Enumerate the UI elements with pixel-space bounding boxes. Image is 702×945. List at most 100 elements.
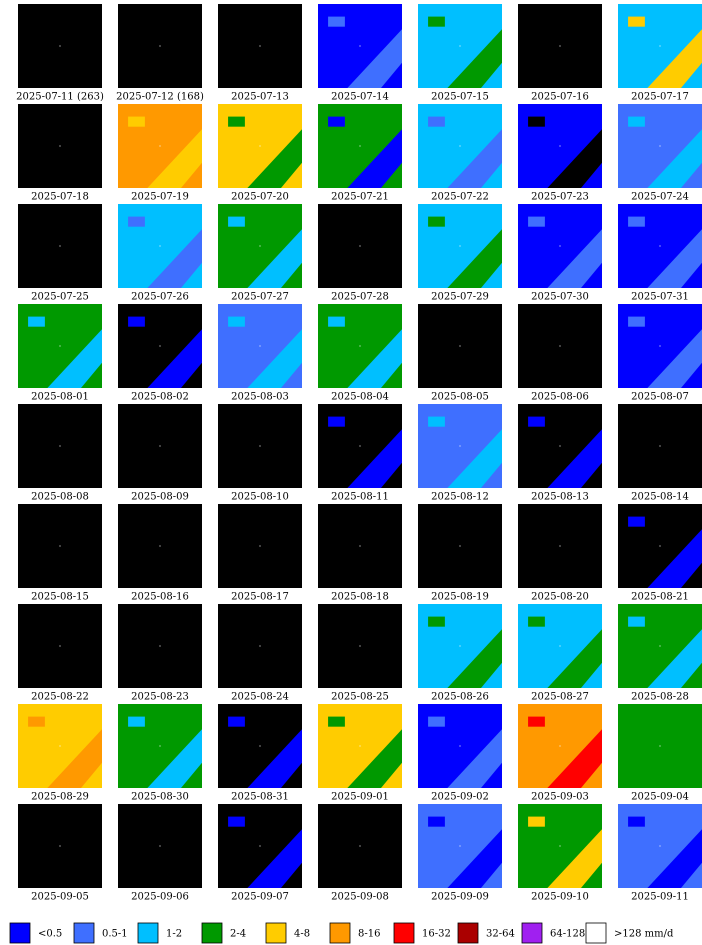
tile-label: 2025-09-06: [131, 892, 189, 903]
center-dot: [59, 845, 61, 847]
legend-label: 16-32: [422, 929, 451, 940]
map-region: [347, 29, 402, 88]
center-dot: [159, 645, 161, 647]
center-dot: [659, 745, 661, 747]
center-dot: [559, 145, 561, 147]
tile-label: 2025-07-30: [531, 292, 589, 303]
tile-label: 2025-07-13: [231, 92, 289, 103]
map-region: [647, 829, 702, 888]
center-dot: [459, 45, 461, 47]
center-dot: [359, 145, 361, 147]
tile-label: 2025-07-16: [531, 92, 589, 103]
map-region: [247, 129, 302, 188]
map-patch: [128, 716, 145, 727]
center-dot: [59, 145, 61, 147]
center-dot: [159, 45, 161, 47]
center-dot: [659, 445, 661, 447]
tile-label: 2025-08-27: [531, 692, 589, 703]
map-patch: [628, 16, 645, 27]
tile-label: 2025-09-04: [631, 792, 689, 803]
map-region: [547, 129, 602, 188]
map-patch: [528, 216, 545, 227]
center-dot: [59, 45, 61, 47]
legend-label: 4-8: [294, 929, 310, 940]
map-region: [147, 129, 202, 188]
map-region: [47, 329, 102, 388]
map-patch: [28, 316, 45, 327]
legend-swatch: [201, 922, 223, 944]
center-dot: [59, 545, 61, 547]
tile-label: 2025-07-14: [331, 92, 389, 103]
map-patch: [128, 216, 145, 227]
legend-label: 32-64: [486, 929, 515, 940]
map-patch: [328, 716, 345, 727]
map-patch: [528, 716, 545, 727]
map-patch: [328, 116, 345, 127]
map-patch: [228, 216, 245, 227]
tile-label: 2025-07-18: [31, 192, 89, 203]
tile-label: 2025-07-11 (263): [16, 92, 104, 103]
center-dot: [259, 745, 261, 747]
legend-label: 8-16: [358, 929, 380, 940]
map-region: [547, 629, 602, 688]
tile-label: 2025-07-28: [331, 292, 389, 303]
map-region: [247, 329, 302, 388]
map-patch: [628, 216, 645, 227]
center-dot: [159, 445, 161, 447]
center-dot: [359, 845, 361, 847]
center-dot: [659, 845, 661, 847]
center-dot: [59, 645, 61, 647]
center-dot: [459, 445, 461, 447]
tile-label: 2025-09-08: [331, 892, 389, 903]
map-region: [47, 729, 102, 788]
center-dot: [459, 745, 461, 747]
tile-label: 2025-08-20: [531, 592, 589, 603]
tile-label: 2025-08-24: [231, 692, 289, 703]
map-patch: [428, 816, 445, 827]
center-dot: [659, 45, 661, 47]
tile-label: 2025-09-01: [331, 792, 389, 803]
map-patch: [528, 616, 545, 627]
map-region: [347, 329, 402, 388]
map-region: [547, 829, 602, 888]
tile-label: 2025-08-01: [31, 392, 89, 403]
tile-label: 2025-08-25: [331, 692, 389, 703]
map-region: [647, 29, 702, 88]
tile-label: 2025-08-18: [331, 592, 389, 603]
tile-label: 2025-08-06: [531, 392, 589, 403]
legend-label: 1-2: [166, 929, 182, 940]
center-dot: [159, 745, 161, 747]
map-patch: [228, 116, 245, 127]
tile-label: 2025-07-17: [631, 92, 689, 103]
tile-label: 2025-08-16: [131, 592, 189, 603]
center-dot: [59, 445, 61, 447]
tile-label: 2025-08-19: [431, 592, 489, 603]
map-patch: [428, 16, 445, 27]
center-dot: [559, 345, 561, 347]
center-dot: [459, 845, 461, 847]
tile-label: 2025-08-04: [331, 392, 389, 403]
tile-label: 2025-08-03: [231, 392, 289, 403]
map-patch: [28, 716, 45, 727]
tile-label: 2025-07-24: [631, 192, 689, 203]
map-patch: [528, 416, 545, 427]
tile-label: 2025-08-14: [631, 492, 689, 503]
map-region: [647, 529, 702, 588]
tile-label: 2025-09-07: [231, 892, 289, 903]
tile-label: 2025-07-22: [431, 192, 489, 203]
legend-label: 2-4: [230, 929, 246, 940]
tile-label: 2025-07-31: [631, 292, 689, 303]
center-dot: [159, 245, 161, 247]
map-patch: [628, 816, 645, 827]
tile-label: 2025-08-22: [31, 692, 89, 703]
center-dot: [359, 545, 361, 547]
tile-label: 2025-09-09: [431, 892, 489, 903]
center-dot: [359, 345, 361, 347]
center-dot: [159, 345, 161, 347]
tile-label: 2025-08-08: [31, 492, 89, 503]
tile-label: 2025-07-25: [31, 292, 89, 303]
map-region: [447, 829, 502, 888]
tile-label: 2025-08-07: [631, 392, 689, 403]
legend-swatch: [521, 922, 543, 944]
